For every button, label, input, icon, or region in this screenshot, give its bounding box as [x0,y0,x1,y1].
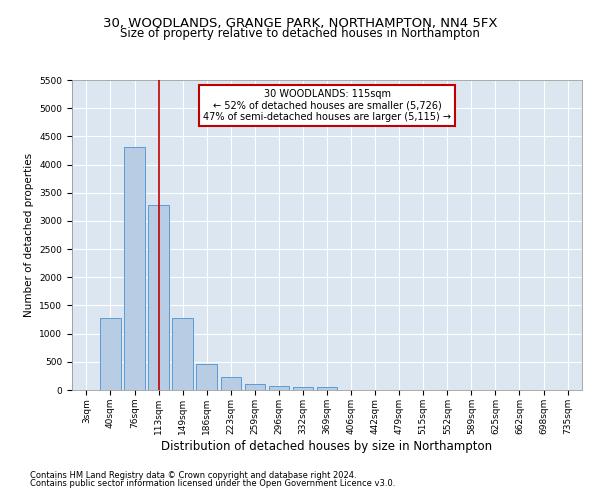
Bar [100,318,121,390]
Bar [172,318,193,390]
Bar [221,378,241,390]
Text: 30 WOODLANDS: 115sqm
← 52% of detached houses are smaller (5,726)
47% of semi-de: 30 WOODLANDS: 115sqm ← 52% of detached h… [203,90,451,122]
Bar [293,387,313,390]
X-axis label: Distribution of detached houses by size in Northampton: Distribution of detached houses by size … [161,440,493,452]
Bar [124,146,145,390]
Bar [148,205,169,390]
Bar [245,384,265,390]
Bar [269,386,289,390]
Bar [317,387,337,390]
Text: Size of property relative to detached houses in Northampton: Size of property relative to detached ho… [120,28,480,40]
Text: 30, WOODLANDS, GRANGE PARK, NORTHAMPTON, NN4 5FX: 30, WOODLANDS, GRANGE PARK, NORTHAMPTON,… [103,18,497,30]
Text: Contains public sector information licensed under the Open Government Licence v3: Contains public sector information licen… [30,478,395,488]
Text: Contains HM Land Registry data © Crown copyright and database right 2024.: Contains HM Land Registry data © Crown c… [30,471,356,480]
Y-axis label: Number of detached properties: Number of detached properties [24,153,34,317]
Bar [196,364,217,390]
